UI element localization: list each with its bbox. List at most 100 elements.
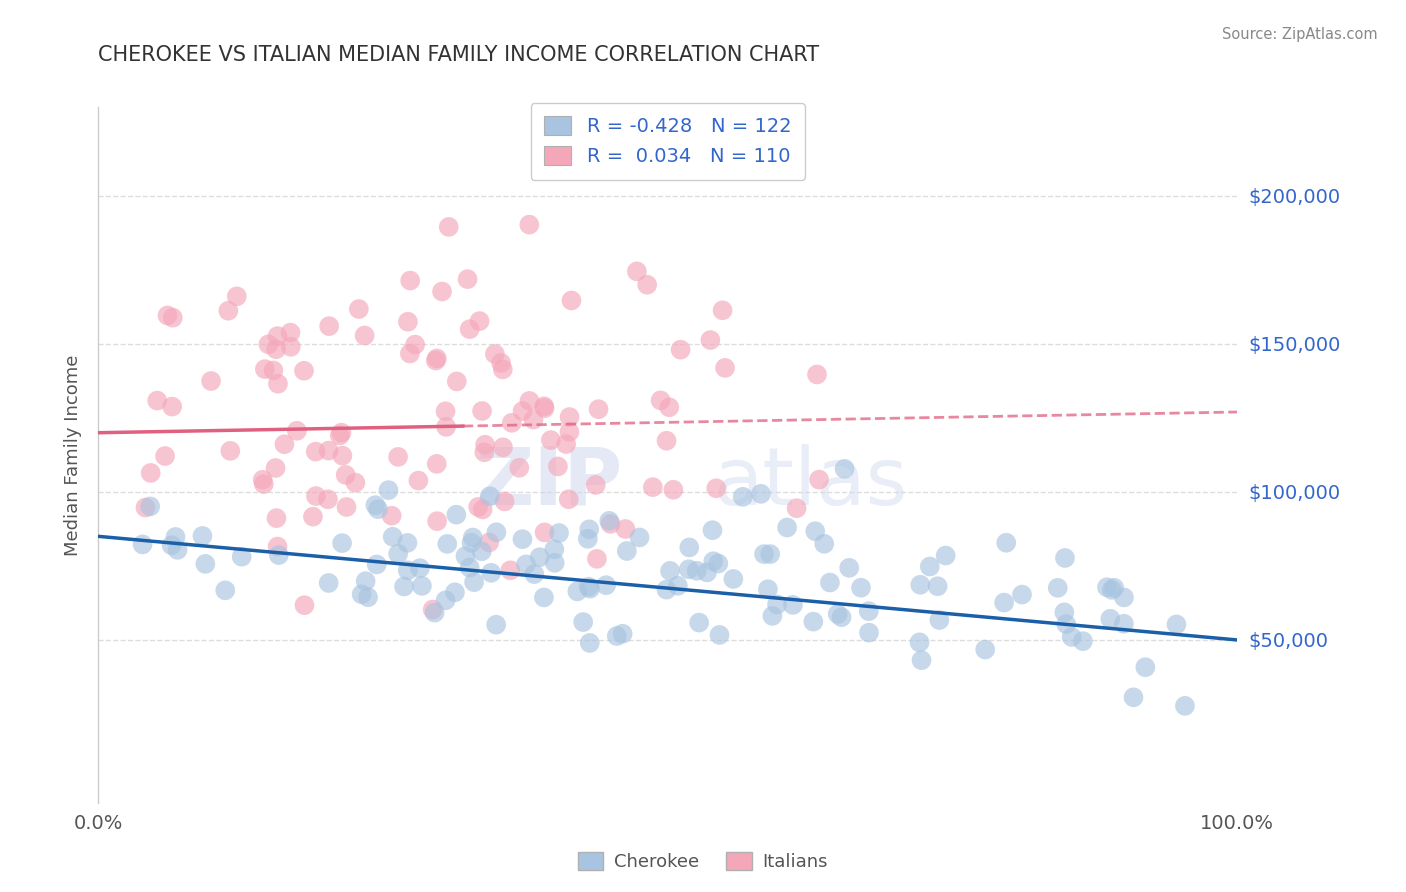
Point	[253, 362, 276, 376]
Point	[347, 301, 370, 316]
Point	[273, 437, 295, 451]
Point	[357, 591, 380, 605]
Point	[399, 346, 422, 360]
Point	[1053, 605, 1076, 619]
Point	[910, 578, 932, 592]
Point	[165, 530, 187, 544]
Point	[160, 400, 183, 414]
Point	[262, 363, 284, 377]
Point	[818, 575, 841, 590]
Point	[264, 342, 287, 356]
Point	[995, 535, 1018, 549]
Point	[444, 585, 467, 599]
Point	[808, 473, 831, 487]
Point	[529, 550, 551, 565]
Point	[474, 438, 496, 452]
Legend: Cherokee, Italians: Cherokee, Italians	[571, 846, 835, 879]
Point	[908, 635, 931, 649]
Point	[267, 376, 290, 391]
Point	[160, 538, 183, 552]
Point	[709, 628, 731, 642]
Point	[686, 564, 709, 578]
Point	[471, 404, 494, 418]
Point	[153, 449, 176, 463]
Point	[655, 582, 678, 597]
Point	[484, 347, 506, 361]
Point	[756, 582, 779, 597]
Point	[426, 351, 449, 366]
Point	[557, 492, 579, 507]
Point	[460, 535, 482, 549]
Point	[1011, 588, 1033, 602]
Point	[318, 576, 340, 591]
Point	[492, 362, 515, 376]
Point	[194, 557, 217, 571]
Text: atlas: atlas	[713, 443, 908, 522]
Point	[253, 477, 276, 491]
Legend: R = -0.428   N = 122, R =  0.034   N = 110: R = -0.428 N = 122, R = 0.034 N = 110	[530, 103, 806, 179]
Point	[678, 541, 700, 555]
Point	[335, 467, 357, 482]
Point	[463, 575, 485, 590]
Point	[264, 461, 287, 475]
Point	[366, 558, 388, 572]
Point	[423, 606, 446, 620]
Point	[139, 500, 162, 514]
Point	[292, 364, 315, 378]
Point	[935, 549, 957, 563]
Point	[399, 274, 422, 288]
Point	[636, 277, 658, 292]
Point	[472, 445, 495, 459]
Point	[134, 500, 156, 515]
Point	[492, 440, 515, 454]
Point	[749, 487, 772, 501]
Point	[387, 450, 409, 464]
Point	[669, 343, 692, 357]
Point	[707, 557, 730, 571]
Point	[354, 574, 377, 589]
Point	[1102, 581, 1125, 595]
Point	[641, 480, 664, 494]
Point	[578, 580, 600, 594]
Point	[519, 393, 541, 408]
Point	[1060, 630, 1083, 644]
Point	[436, 537, 458, 551]
Point	[1122, 690, 1144, 705]
Point	[544, 556, 567, 570]
Point	[330, 536, 353, 550]
Point	[606, 629, 628, 643]
Point	[858, 604, 880, 618]
Point	[688, 615, 710, 630]
Point	[426, 457, 449, 471]
Point	[533, 591, 555, 605]
Point	[367, 502, 389, 516]
Point	[576, 532, 599, 546]
Point	[666, 579, 689, 593]
Point	[567, 584, 589, 599]
Point	[1112, 616, 1135, 631]
Point	[426, 514, 449, 528]
Point	[585, 478, 607, 492]
Point	[555, 437, 578, 451]
Point	[704, 481, 727, 495]
Point	[280, 326, 302, 340]
Point	[543, 542, 565, 557]
Point	[752, 547, 775, 561]
Point	[512, 532, 534, 546]
Point	[454, 549, 477, 563]
Point	[533, 399, 555, 413]
Point	[318, 443, 340, 458]
Point	[316, 492, 339, 507]
Point	[533, 525, 555, 540]
Point	[759, 547, 782, 561]
Point	[501, 416, 523, 430]
Point	[993, 596, 1015, 610]
Point	[1071, 634, 1094, 648]
Point	[387, 547, 409, 561]
Point	[485, 525, 508, 540]
Point	[696, 566, 718, 580]
Text: Source: ZipAtlas.com: Source: ZipAtlas.com	[1222, 27, 1378, 42]
Point	[330, 425, 353, 440]
Point	[628, 531, 651, 545]
Point	[659, 564, 682, 578]
